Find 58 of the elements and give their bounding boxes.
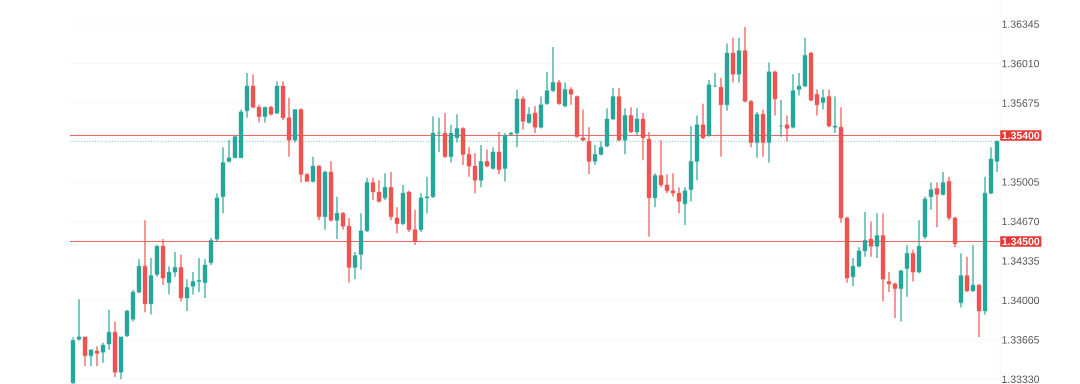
candlestick	[820, 88, 826, 111]
candlestick	[634, 107, 640, 137]
candlestick	[682, 186, 688, 226]
candlestick	[382, 172, 388, 201]
candlestick	[778, 99, 784, 138]
candlestick	[586, 126, 592, 175]
candlestick	[640, 112, 646, 161]
candlestick	[568, 86, 574, 106]
candlestick	[940, 171, 946, 197]
candlestick	[652, 172, 658, 208]
candlestick	[628, 106, 634, 134]
candlestick	[898, 269, 904, 323]
candlestick	[562, 81, 568, 108]
candlestick	[964, 256, 970, 293]
ref-line-label: 1.35400	[1002, 131, 1040, 140]
candlestick	[928, 181, 934, 211]
candlestick	[580, 108, 586, 142]
candlestick	[208, 237, 214, 266]
candlestick	[478, 144, 484, 188]
y-tick-label: 1.34000	[1002, 296, 1040, 305]
candlestick	[82, 336, 88, 367]
y-tick-label: 1.36010	[1002, 59, 1040, 68]
candlestick	[538, 95, 544, 129]
candlestick	[910, 249, 916, 283]
y-tick-label: 1.34670	[1002, 217, 1040, 226]
y-tick-label: 1.35005	[1002, 178, 1040, 186]
candlestick	[184, 278, 190, 312]
candlestick	[700, 103, 706, 140]
candlestick	[88, 349, 94, 367]
ref-line-label: 1.34500	[1002, 237, 1040, 246]
candlestick	[490, 146, 496, 171]
y-tick-label: 1.33330	[1002, 375, 1040, 384]
candlestick	[874, 212, 880, 259]
candlestick	[832, 95, 838, 134]
candlestick	[394, 206, 400, 234]
candlestick	[496, 131, 502, 175]
candlestick	[970, 244, 976, 293]
candlestick	[352, 251, 358, 280]
candlestick	[94, 345, 100, 367]
candlestick	[334, 196, 340, 240]
candlestick	[730, 37, 736, 84]
y-tick-label: 1.35675	[1002, 99, 1040, 107]
y-tick-label: 1.33665	[1002, 336, 1040, 344]
candlestick	[532, 105, 538, 134]
candlestick	[76, 298, 82, 342]
candlestick	[484, 149, 490, 168]
candlestick	[718, 77, 724, 158]
candlestick	[556, 79, 562, 106]
candlestick	[934, 181, 940, 228]
candlestick	[868, 220, 874, 258]
candlestick	[520, 95, 526, 131]
candlestick	[904, 244, 910, 298]
candlestick	[784, 114, 790, 142]
candlestick	[736, 37, 742, 84]
candlestick	[310, 156, 316, 184]
candlestick	[442, 112, 448, 159]
y-tick-label: 1.34335	[1002, 257, 1040, 265]
y-tick-label: 1.36345	[1002, 20, 1040, 28]
